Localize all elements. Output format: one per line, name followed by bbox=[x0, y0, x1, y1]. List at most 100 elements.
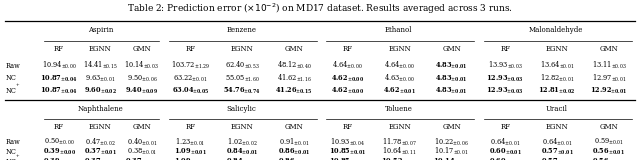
Text: +: + bbox=[16, 154, 20, 157]
Text: 0.40$_{\pm\mathregular{0.01}}$: 0.40$_{\pm\mathregular{0.01}}$ bbox=[127, 136, 157, 148]
Text: GMN: GMN bbox=[600, 45, 618, 53]
Text: Table 2: Prediction error ($\times10^{-2}$) on MD17 dataset. Results averaged ac: Table 2: Prediction error ($\times10^{-2… bbox=[127, 2, 513, 16]
Text: 9.63$_{\pm\mathregular{0.01}}$: 9.63$_{\pm\mathregular{0.01}}$ bbox=[85, 73, 116, 84]
Text: 62.40$_{\pm\mathregular{0.53}}$: 62.40$_{\pm\mathregular{0.53}}$ bbox=[225, 60, 260, 71]
Text: 1.09$_{\pm\mathregular{0.01}}$: 1.09$_{\pm\mathregular{0.01}}$ bbox=[174, 147, 207, 157]
Text: EGNN: EGNN bbox=[231, 123, 253, 131]
Text: GMN: GMN bbox=[285, 123, 303, 131]
Text: RF: RF bbox=[186, 45, 195, 53]
Text: 10.22$_{\pm\mathregular{0.06}}$: 10.22$_{\pm\mathregular{0.06}}$ bbox=[434, 136, 469, 148]
Text: 13.11$_{\pm\mathregular{0.03}}$: 13.11$_{\pm\mathregular{0.03}}$ bbox=[591, 60, 627, 71]
Text: 63.22$_{\pm\mathregular{0.01}}$: 63.22$_{\pm\mathregular{0.01}}$ bbox=[173, 73, 207, 84]
Text: EGNN: EGNN bbox=[89, 45, 112, 53]
Text: 12.82$_{\pm\mathregular{0.01}}$: 12.82$_{\pm\mathregular{0.01}}$ bbox=[540, 73, 574, 84]
Text: Naphthalene: Naphthalene bbox=[77, 105, 124, 113]
Text: Raw: Raw bbox=[6, 138, 20, 146]
Text: 0.60$_{\pm\mathregular{0.01}}$: 0.60$_{\pm\mathregular{0.01}}$ bbox=[489, 156, 522, 160]
Text: 10.85$_{\pm\mathregular{0.01}}$: 10.85$_{\pm\mathregular{0.01}}$ bbox=[329, 147, 367, 157]
Text: 12.93$_{\pm\mathregular{0.03}}$: 12.93$_{\pm\mathregular{0.03}}$ bbox=[486, 73, 524, 84]
Text: EGNN: EGNN bbox=[388, 123, 411, 131]
Text: +: + bbox=[16, 83, 20, 87]
Text: 10.87$_{\pm\mathregular{0.04}}$: 10.87$_{\pm\mathregular{0.04}}$ bbox=[40, 73, 78, 84]
Text: RF: RF bbox=[500, 123, 510, 131]
Text: 48.12$_{\pm\mathregular{0.40}}$: 48.12$_{\pm\mathregular{0.40}}$ bbox=[276, 60, 312, 71]
Text: 0.39$_{\pm\mathregular{0.00}}$: 0.39$_{\pm\mathregular{0.00}}$ bbox=[42, 147, 76, 157]
Text: GMN: GMN bbox=[442, 45, 461, 53]
Text: 0.64$_{\pm\mathregular{0.01}}$: 0.64$_{\pm\mathregular{0.01}}$ bbox=[542, 136, 572, 148]
Text: 0.56$_{\pm\mathregular{0.01}}$: 0.56$_{\pm\mathregular{0.01}}$ bbox=[593, 147, 625, 157]
Text: 0.84$_{\pm\mathregular{0.01}}$: 0.84$_{\pm\mathregular{0.01}}$ bbox=[226, 156, 259, 160]
Text: RF: RF bbox=[343, 45, 353, 53]
Text: 10.93$_{\pm\mathregular{0.04}}$: 10.93$_{\pm\mathregular{0.04}}$ bbox=[330, 136, 365, 148]
Text: NC: NC bbox=[6, 158, 17, 160]
Text: EGNN: EGNN bbox=[388, 45, 411, 53]
Text: 4.62$_{\pm\mathregular{0.00}}$: 4.62$_{\pm\mathregular{0.00}}$ bbox=[332, 73, 364, 84]
Text: Malonaldehyde: Malonaldehyde bbox=[529, 26, 583, 34]
Text: 4.83$_{\pm\mathregular{0.01}}$: 4.83$_{\pm\mathregular{0.01}}$ bbox=[435, 60, 468, 71]
Text: 9.40$_{\pm\mathregular{0.09}}$: 9.40$_{\pm\mathregular{0.09}}$ bbox=[125, 86, 158, 96]
Text: 4.64$_{\pm\mathregular{0.00}}$: 4.64$_{\pm\mathregular{0.00}}$ bbox=[385, 60, 415, 71]
Text: NC: NC bbox=[6, 148, 17, 156]
Text: GMN: GMN bbox=[600, 123, 618, 131]
Text: 11.78$_{\pm\mathregular{0.07}}$: 11.78$_{\pm\mathregular{0.07}}$ bbox=[382, 136, 417, 148]
Text: Aspirin: Aspirin bbox=[88, 26, 113, 34]
Text: RF: RF bbox=[54, 123, 64, 131]
Text: EGNN: EGNN bbox=[546, 45, 568, 53]
Text: 54.76$_{\pm\mathregular{0.74}}$: 54.76$_{\pm\mathregular{0.74}}$ bbox=[223, 86, 261, 96]
Text: 0.37$_{\pm\mathregular{0.01}}$: 0.37$_{\pm\mathregular{0.01}}$ bbox=[84, 147, 117, 157]
Text: 10.64$_{\pm\mathregular{0.11}}$: 10.64$_{\pm\mathregular{0.11}}$ bbox=[382, 146, 417, 157]
Text: GMN: GMN bbox=[132, 45, 151, 53]
Text: Raw: Raw bbox=[6, 62, 20, 70]
Text: 10.85$_{\pm\mathregular{0.01}}$: 10.85$_{\pm\mathregular{0.01}}$ bbox=[329, 156, 367, 160]
Text: GMN: GMN bbox=[442, 123, 461, 131]
Text: 9.50$_{\pm\mathregular{0.06}}$: 9.50$_{\pm\mathregular{0.06}}$ bbox=[127, 73, 157, 84]
Text: NC: NC bbox=[6, 87, 17, 95]
Text: 12.93$_{\pm\mathregular{0.03}}$: 12.93$_{\pm\mathregular{0.03}}$ bbox=[486, 86, 524, 96]
Text: 13.64$_{\pm\mathregular{0.01}}$: 13.64$_{\pm\mathregular{0.01}}$ bbox=[540, 60, 575, 71]
Text: EGNN: EGNN bbox=[546, 123, 568, 131]
Text: 13.93$_{\pm\mathregular{0.03}}$: 13.93$_{\pm\mathregular{0.03}}$ bbox=[488, 60, 523, 71]
Text: 0.59$_{\pm\mathregular{0.01}}$: 0.59$_{\pm\mathregular{0.01}}$ bbox=[594, 137, 624, 147]
Text: RF: RF bbox=[186, 123, 195, 131]
Text: 0.56$_{\pm\mathregular{0.02}}$: 0.56$_{\pm\mathregular{0.02}}$ bbox=[593, 156, 625, 160]
Text: RF: RF bbox=[500, 45, 510, 53]
Text: 0.64$_{\pm\mathregular{0.01}}$: 0.64$_{\pm\mathregular{0.01}}$ bbox=[490, 136, 520, 148]
Text: 4.63$_{\pm\mathregular{0.00}}$: 4.63$_{\pm\mathregular{0.00}}$ bbox=[385, 73, 415, 84]
Text: GMN: GMN bbox=[285, 45, 303, 53]
Text: 0.86$_{\pm\mathregular{0.01}}$: 0.86$_{\pm\mathregular{0.01}}$ bbox=[278, 156, 310, 160]
Text: Ethanol: Ethanol bbox=[385, 26, 412, 34]
Text: 10.14$_{\pm\mathregular{0.03}}$: 10.14$_{\pm\mathregular{0.03}}$ bbox=[124, 60, 159, 71]
Text: RF: RF bbox=[343, 123, 353, 131]
Text: NC: NC bbox=[6, 74, 17, 82]
Text: Uracil: Uracil bbox=[545, 105, 567, 113]
Text: 14.41$_{\pm\mathregular{0.15}}$: 14.41$_{\pm\mathregular{0.15}}$ bbox=[83, 60, 118, 71]
Text: 12.97$_{\pm\mathregular{0.01}}$: 12.97$_{\pm\mathregular{0.01}}$ bbox=[591, 73, 627, 84]
Text: 0.91$_{\pm\mathregular{0.01}}$: 0.91$_{\pm\mathregular{0.01}}$ bbox=[279, 136, 309, 148]
Text: 55.05$_{\pm\mathregular{1.60}}$: 55.05$_{\pm\mathregular{1.60}}$ bbox=[225, 73, 260, 84]
Text: 12.92$_{\pm\mathregular{0.01}}$: 12.92$_{\pm\mathregular{0.01}}$ bbox=[590, 86, 628, 96]
Text: 10.94$_{\pm\mathregular{0.00}}$: 10.94$_{\pm\mathregular{0.00}}$ bbox=[42, 60, 77, 71]
Text: 4.62$_{\pm\mathregular{0.01}}$: 4.62$_{\pm\mathregular{0.01}}$ bbox=[383, 86, 416, 96]
Text: 0.37$_{\pm\mathregular{0.01}}$: 0.37$_{\pm\mathregular{0.01}}$ bbox=[84, 156, 117, 160]
Text: 63.04$_{\pm\mathregular{0.05}}$: 63.04$_{\pm\mathregular{0.05}}$ bbox=[172, 86, 209, 96]
Text: 1.09$_{\pm\mathregular{0.01}}$: 1.09$_{\pm\mathregular{0.01}}$ bbox=[174, 156, 207, 160]
Text: 4.83$_{\pm\mathregular{0.01}}$: 4.83$_{\pm\mathregular{0.01}}$ bbox=[435, 86, 468, 96]
Text: 1.02$_{\pm\mathregular{0.02}}$: 1.02$_{\pm\mathregular{0.02}}$ bbox=[227, 136, 257, 148]
Text: 41.62$_{\pm\mathregular{1.16}}$: 41.62$_{\pm\mathregular{1.16}}$ bbox=[276, 73, 312, 84]
Text: 0.50$_{\pm\mathregular{0.00}}$: 0.50$_{\pm\mathregular{0.00}}$ bbox=[44, 137, 74, 147]
Text: 0.60$_{\pm\mathregular{0.01}}$: 0.60$_{\pm\mathregular{0.01}}$ bbox=[489, 147, 522, 157]
Text: 12.81$_{\pm\mathregular{0.02}}$: 12.81$_{\pm\mathregular{0.02}}$ bbox=[538, 86, 576, 96]
Text: 9.60$_{\pm\mathregular{0.02}}$: 9.60$_{\pm\mathregular{0.02}}$ bbox=[84, 86, 117, 96]
Text: 10.87$_{\pm\mathregular{0.04}}$: 10.87$_{\pm\mathregular{0.04}}$ bbox=[40, 86, 78, 96]
Text: 4.62$_{\pm\mathregular{0.00}}$: 4.62$_{\pm\mathregular{0.00}}$ bbox=[332, 86, 364, 96]
Text: Toluene: Toluene bbox=[385, 105, 413, 113]
Text: 10.14$_{\pm\mathregular{0.01}}$: 10.14$_{\pm\mathregular{0.01}}$ bbox=[433, 156, 470, 160]
Text: EGNN: EGNN bbox=[231, 45, 253, 53]
Text: 103.72$_{\pm\mathregular{1.29}}$: 103.72$_{\pm\mathregular{1.29}}$ bbox=[171, 60, 210, 71]
Text: 0.57$_{\pm\mathregular{0.01}}$: 0.57$_{\pm\mathregular{0.01}}$ bbox=[541, 147, 573, 157]
Text: 1.23$_{\pm\mathregular{0.01}}$: 1.23$_{\pm\mathregular{0.01}}$ bbox=[175, 136, 205, 148]
Text: RF: RF bbox=[54, 45, 64, 53]
Text: 10.52$_{\pm\mathregular{0.01}}$: 10.52$_{\pm\mathregular{0.01}}$ bbox=[381, 156, 419, 160]
Text: 0.39$_{\pm\mathregular{0.00}}$: 0.39$_{\pm\mathregular{0.00}}$ bbox=[42, 156, 76, 160]
Text: 0.38$_{\pm\mathregular{0.01}}$: 0.38$_{\pm\mathregular{0.01}}$ bbox=[127, 147, 157, 157]
